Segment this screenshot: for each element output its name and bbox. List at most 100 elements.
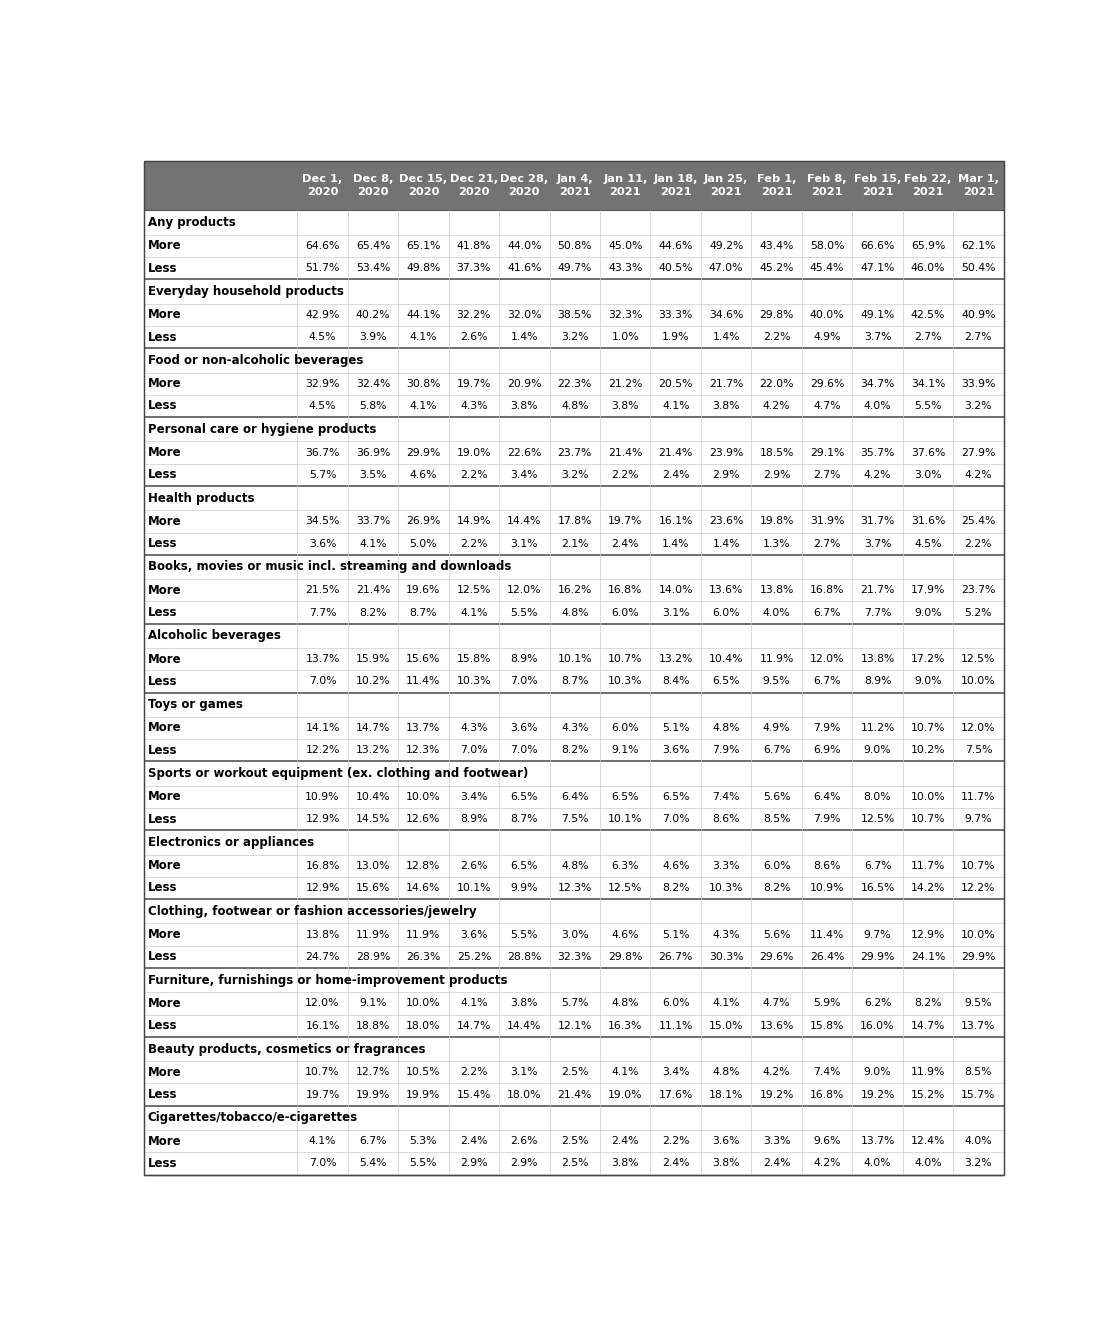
Text: 11.9%: 11.9% bbox=[407, 929, 440, 940]
Text: 29.1%: 29.1% bbox=[810, 448, 844, 457]
Text: 4.1%: 4.1% bbox=[612, 1067, 640, 1077]
Text: 41.6%: 41.6% bbox=[507, 263, 542, 274]
Text: 11.7%: 11.7% bbox=[961, 792, 996, 802]
Text: 9.1%: 9.1% bbox=[612, 746, 640, 755]
Text: 10.1%: 10.1% bbox=[457, 883, 492, 892]
Text: 4.0%: 4.0% bbox=[964, 1136, 992, 1146]
Bar bbox=[144, 373, 1004, 395]
Text: Dec 8,
2020: Dec 8, 2020 bbox=[353, 175, 393, 197]
Text: 42.9%: 42.9% bbox=[306, 309, 339, 320]
Text: 15.8%: 15.8% bbox=[810, 1021, 844, 1031]
Text: 10.3%: 10.3% bbox=[457, 677, 492, 686]
Text: 29.9%: 29.9% bbox=[407, 448, 440, 457]
Text: 29.9%: 29.9% bbox=[860, 952, 895, 962]
Text: 2.7%: 2.7% bbox=[914, 332, 942, 342]
Bar bbox=[144, 624, 1004, 648]
Text: 27.9%: 27.9% bbox=[961, 448, 996, 457]
Text: 6.7%: 6.7% bbox=[360, 1136, 386, 1146]
Text: 13.7%: 13.7% bbox=[961, 1021, 996, 1031]
Text: 3.3%: 3.3% bbox=[763, 1136, 791, 1146]
Text: 2.2%: 2.2% bbox=[460, 1067, 487, 1077]
Text: 2.5%: 2.5% bbox=[561, 1067, 588, 1077]
Text: More: More bbox=[148, 653, 181, 666]
Text: 2.7%: 2.7% bbox=[964, 332, 992, 342]
Text: 3.7%: 3.7% bbox=[864, 332, 892, 342]
Text: Clothing, footwear or fashion accessories/jewelry: Clothing, footwear or fashion accessorie… bbox=[148, 904, 476, 917]
Text: 6.2%: 6.2% bbox=[864, 998, 892, 1009]
Text: Less: Less bbox=[148, 330, 177, 344]
Text: 2.7%: 2.7% bbox=[813, 538, 841, 549]
Text: 4.0%: 4.0% bbox=[763, 608, 791, 617]
Text: 12.1%: 12.1% bbox=[558, 1021, 592, 1031]
Text: 4.8%: 4.8% bbox=[561, 401, 588, 411]
Text: Less: Less bbox=[148, 399, 177, 412]
Text: 65.1%: 65.1% bbox=[407, 241, 440, 251]
Text: 11.9%: 11.9% bbox=[759, 654, 794, 664]
Text: 17.8%: 17.8% bbox=[558, 517, 592, 526]
Text: Beauty products, cosmetics or fragrances: Beauty products, cosmetics or fragrances bbox=[148, 1043, 426, 1055]
Text: 12.5%: 12.5% bbox=[860, 814, 895, 824]
Text: 3.8%: 3.8% bbox=[712, 1158, 740, 1169]
Text: 19.9%: 19.9% bbox=[356, 1089, 390, 1100]
Text: Less: Less bbox=[148, 1019, 177, 1032]
Text: 21.7%: 21.7% bbox=[709, 378, 744, 389]
Text: 3.1%: 3.1% bbox=[511, 1067, 538, 1077]
Text: 4.2%: 4.2% bbox=[763, 1067, 791, 1077]
Text: 7.9%: 7.9% bbox=[813, 814, 841, 824]
Text: 12.9%: 12.9% bbox=[911, 929, 945, 940]
Text: 10.0%: 10.0% bbox=[407, 792, 441, 802]
Text: 7.5%: 7.5% bbox=[964, 746, 992, 755]
Text: 34.7%: 34.7% bbox=[860, 378, 895, 389]
Text: 12.9%: 12.9% bbox=[306, 883, 339, 892]
Text: More: More bbox=[148, 791, 181, 804]
Text: 2.6%: 2.6% bbox=[460, 861, 487, 871]
Text: 21.4%: 21.4% bbox=[356, 586, 390, 595]
Text: 17.9%: 17.9% bbox=[911, 586, 945, 595]
Text: 34.1%: 34.1% bbox=[911, 378, 945, 389]
Text: 9.6%: 9.6% bbox=[813, 1136, 841, 1146]
Text: 4.8%: 4.8% bbox=[561, 861, 588, 871]
Text: 6.0%: 6.0% bbox=[712, 608, 740, 617]
Bar bbox=[144, 854, 1004, 876]
Text: 10.2%: 10.2% bbox=[356, 677, 390, 686]
Text: 12.5%: 12.5% bbox=[961, 654, 996, 664]
Text: 66.6%: 66.6% bbox=[860, 241, 895, 251]
Text: 45.2%: 45.2% bbox=[759, 263, 794, 274]
Text: 29.6%: 29.6% bbox=[759, 952, 794, 962]
Text: 2.9%: 2.9% bbox=[712, 469, 740, 480]
Text: 50.4%: 50.4% bbox=[961, 263, 996, 274]
Text: 3.5%: 3.5% bbox=[360, 469, 386, 480]
Bar bbox=[144, 785, 1004, 808]
Text: 5.6%: 5.6% bbox=[763, 792, 791, 802]
Text: 7.9%: 7.9% bbox=[813, 723, 841, 732]
Text: 6.7%: 6.7% bbox=[813, 608, 841, 617]
Text: Personal care or hygiene products: Personal care or hygiene products bbox=[148, 423, 376, 436]
Text: 7.0%: 7.0% bbox=[511, 677, 538, 686]
Text: Feb 22,
2021: Feb 22, 2021 bbox=[904, 175, 952, 197]
Bar bbox=[144, 348, 1004, 373]
Text: Less: Less bbox=[148, 1157, 177, 1170]
Text: 14.7%: 14.7% bbox=[356, 723, 390, 732]
Text: 12.8%: 12.8% bbox=[407, 861, 440, 871]
Text: 32.0%: 32.0% bbox=[507, 309, 542, 320]
Text: 29.8%: 29.8% bbox=[759, 309, 794, 320]
Bar bbox=[144, 670, 1004, 693]
Text: 4.9%: 4.9% bbox=[763, 723, 791, 732]
Text: 62.1%: 62.1% bbox=[961, 241, 996, 251]
Text: 49.8%: 49.8% bbox=[407, 263, 440, 274]
Text: 5.4%: 5.4% bbox=[360, 1158, 386, 1169]
Text: 2.6%: 2.6% bbox=[511, 1136, 538, 1146]
Text: 43.3%: 43.3% bbox=[608, 263, 643, 274]
Text: 5.6%: 5.6% bbox=[763, 929, 791, 940]
Text: 9.0%: 9.0% bbox=[864, 1067, 892, 1077]
Text: 36.9%: 36.9% bbox=[356, 448, 390, 457]
Text: 16.1%: 16.1% bbox=[306, 1021, 339, 1031]
Text: 14.7%: 14.7% bbox=[911, 1021, 945, 1031]
Text: 4.1%: 4.1% bbox=[309, 1136, 336, 1146]
Text: 6.7%: 6.7% bbox=[813, 677, 841, 686]
Text: 15.7%: 15.7% bbox=[961, 1089, 996, 1100]
Text: 16.3%: 16.3% bbox=[608, 1021, 643, 1031]
Text: 9.0%: 9.0% bbox=[864, 746, 892, 755]
Text: 19.9%: 19.9% bbox=[407, 1089, 440, 1100]
Text: 24.1%: 24.1% bbox=[911, 952, 945, 962]
